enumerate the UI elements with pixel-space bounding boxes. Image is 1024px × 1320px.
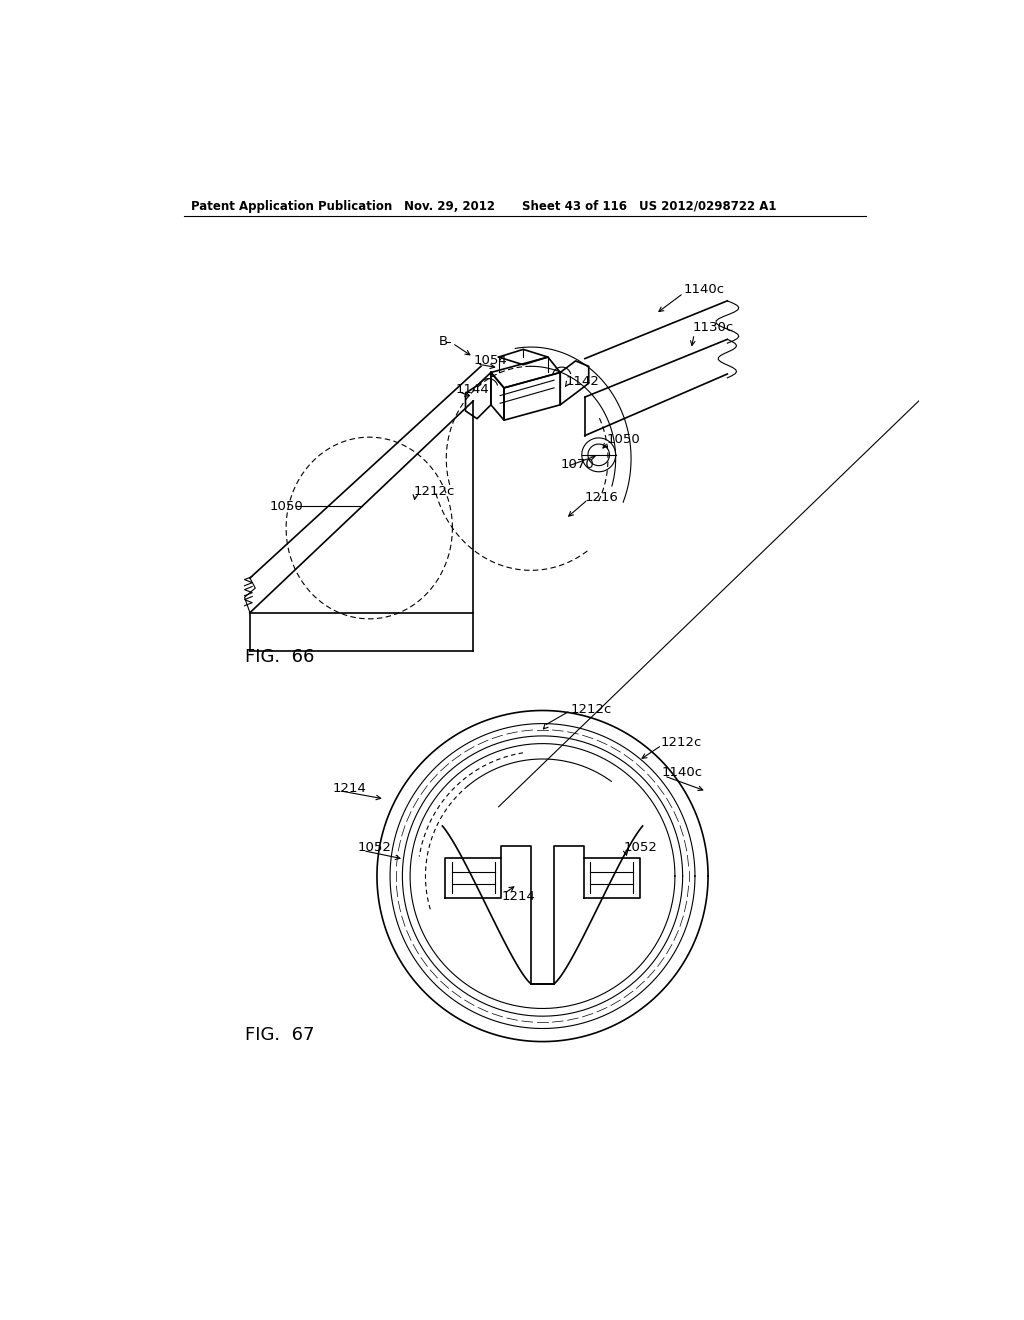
Text: 1212c: 1212c [571, 704, 612, 717]
Text: Nov. 29, 2012: Nov. 29, 2012 [403, 199, 495, 213]
Text: 1050: 1050 [269, 500, 303, 513]
Text: FIG.  66: FIG. 66 [245, 648, 314, 667]
Text: 1142: 1142 [565, 375, 599, 388]
Text: 1054: 1054 [473, 354, 507, 367]
Text: 1140c: 1140c [662, 767, 703, 779]
Text: 1214: 1214 [333, 781, 367, 795]
Text: 1130c: 1130c [692, 321, 734, 334]
Text: 1212c: 1212c [660, 735, 701, 748]
Text: 1052: 1052 [357, 841, 391, 854]
Text: 1052: 1052 [624, 841, 657, 854]
Text: Patent Application Publication: Patent Application Publication [190, 199, 392, 213]
Text: 1050: 1050 [606, 433, 640, 446]
Text: B: B [438, 335, 447, 348]
Text: 1212c: 1212c [414, 484, 456, 498]
Text: 1140c: 1140c [683, 282, 725, 296]
Text: 1144: 1144 [456, 383, 489, 396]
Text: 1070: 1070 [560, 458, 594, 471]
Text: US 2012/0298722 A1: US 2012/0298722 A1 [639, 199, 776, 213]
Text: 1216: 1216 [585, 491, 618, 504]
Text: Sheet 43 of 116: Sheet 43 of 116 [521, 199, 627, 213]
Text: 1214: 1214 [502, 890, 536, 903]
Text: FIG.  67: FIG. 67 [245, 1026, 314, 1044]
